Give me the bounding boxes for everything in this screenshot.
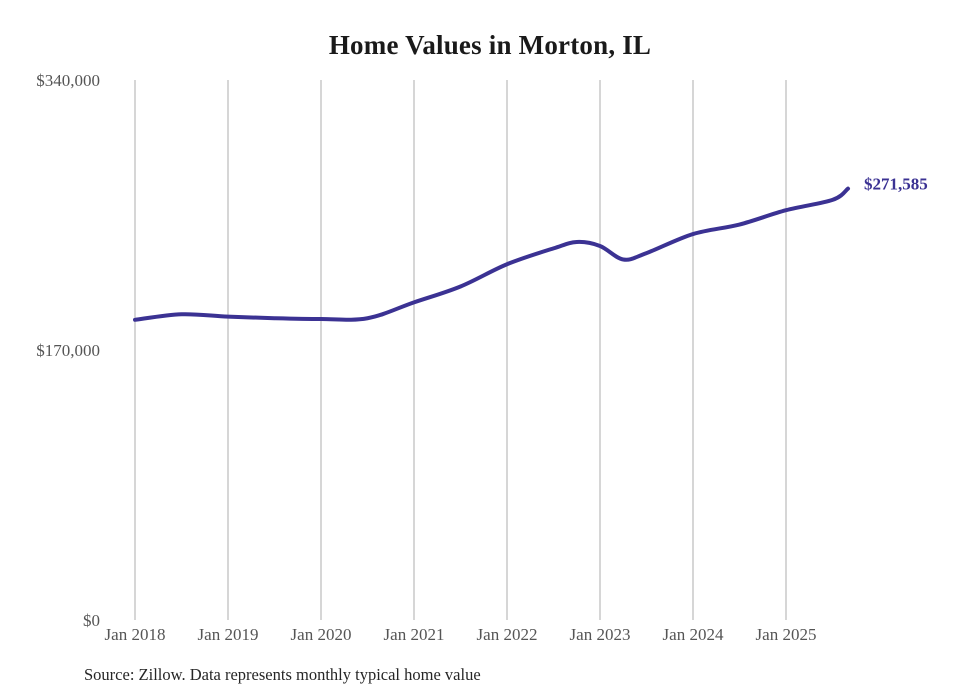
x-tick-label-1: Jan 2019 xyxy=(198,625,259,644)
end-value-annotation: $271,585 xyxy=(864,175,928,194)
y-axis-tick-labels: $0 $170,000 $340,000 xyxy=(36,71,100,630)
source-note: Source: Zillow. Data represents monthly … xyxy=(84,665,481,684)
x-axis-tick-labels: Jan 2018 Jan 2019 Jan 2020 Jan 2021 Jan 2022… xyxy=(105,625,817,644)
x-tick-label-3: Jan 2021 xyxy=(384,625,445,644)
y-tick-label-1: $170,000 xyxy=(36,341,100,360)
y-tick-label-2: $340,000 xyxy=(36,71,100,90)
y-tick-label-0: $0 xyxy=(83,611,100,630)
home-value-line xyxy=(133,186,850,322)
chart-title: Home Values in Morton, IL xyxy=(328,30,652,60)
gridlines-group xyxy=(134,80,787,620)
x-tick-label-2: Jan 2020 xyxy=(291,625,352,644)
x-tick-label-4: Jan 2022 xyxy=(477,625,538,644)
x-tick-label-6: Jan 2024 xyxy=(663,625,724,644)
x-tick-label-7: Jan 2025 xyxy=(756,625,817,644)
x-tick-label-0: Jan 2018 xyxy=(105,625,166,644)
x-tick-label-5: Jan 2023 xyxy=(570,625,631,644)
